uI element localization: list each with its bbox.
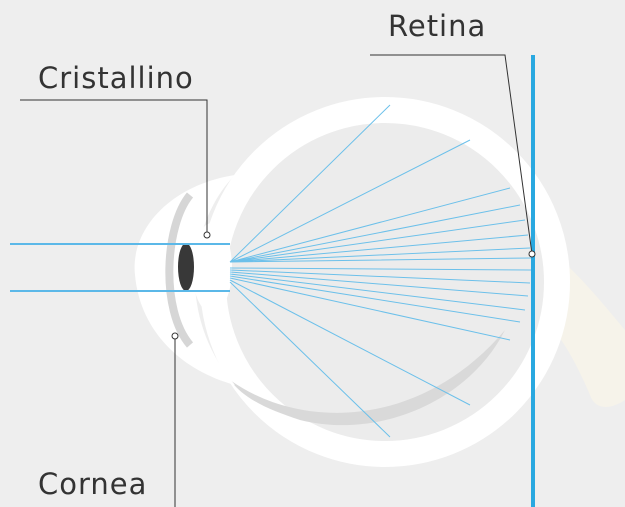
eye-diagram: Retina Cristallino Cornea [0,0,625,507]
cornea-label: Cornea [38,467,147,501]
lens-body [192,223,232,313]
lens-dot [204,232,210,238]
lens-label: Cristallino [38,61,194,95]
retina-dot [529,251,535,257]
cornea-dot [172,333,178,339]
page: {"labels": {"retina": "Retina", "lens": … [0,0,625,507]
lens [178,243,194,291]
retina-label: Retina [388,9,486,43]
